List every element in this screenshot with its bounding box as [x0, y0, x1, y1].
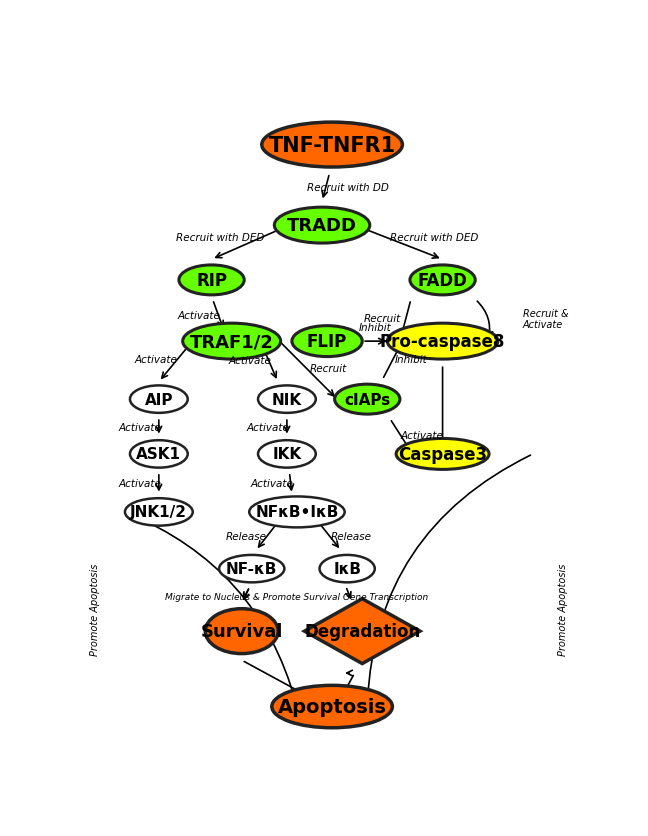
- Text: Recruit with DD: Recruit with DD: [308, 183, 389, 193]
- Text: Apoptosis: Apoptosis: [277, 697, 387, 716]
- Text: Caspase3: Caspase3: [398, 446, 487, 463]
- Text: Release: Release: [331, 531, 372, 541]
- Text: Inhibit: Inhibit: [395, 354, 428, 364]
- Text: Activate: Activate: [178, 311, 221, 321]
- Ellipse shape: [319, 555, 375, 583]
- Text: Promote Apoptosis: Promote Apoptosis: [558, 563, 568, 655]
- Text: Activate: Activate: [229, 355, 272, 365]
- Text: Activate: Activate: [119, 479, 161, 489]
- Text: Recruit: Recruit: [310, 364, 347, 374]
- Ellipse shape: [334, 385, 400, 415]
- Text: TRADD: TRADD: [287, 217, 357, 235]
- Ellipse shape: [274, 208, 370, 244]
- Text: IKK: IKK: [272, 447, 301, 461]
- Text: TRAF1/2: TRAF1/2: [190, 333, 273, 351]
- Text: Promote Apoptosis: Promote Apoptosis: [90, 563, 100, 655]
- Ellipse shape: [388, 324, 498, 359]
- Polygon shape: [305, 599, 420, 664]
- Ellipse shape: [130, 386, 188, 413]
- Text: NFκB•IκB: NFκB•IκB: [255, 505, 339, 520]
- Text: Migrate to Nucleus & Promote Survival Gene Transcription: Migrate to Nucleus & Promote Survival Ge…: [165, 593, 428, 602]
- Text: JNK1/2: JNK1/2: [130, 505, 187, 520]
- Text: Activate: Activate: [119, 422, 161, 432]
- Ellipse shape: [410, 266, 475, 295]
- Text: ASK1: ASK1: [136, 447, 181, 461]
- Text: Activate: Activate: [401, 431, 444, 441]
- Text: IκB: IκB: [333, 562, 361, 577]
- Ellipse shape: [292, 326, 362, 357]
- Ellipse shape: [262, 123, 402, 168]
- Text: Activate: Activate: [134, 355, 177, 365]
- Text: NIK: NIK: [272, 392, 302, 407]
- Ellipse shape: [249, 497, 345, 528]
- Text: NF-κB: NF-κB: [226, 562, 277, 577]
- Text: FLIP: FLIP: [307, 333, 347, 351]
- Text: FADD: FADD: [418, 272, 467, 289]
- Text: Pro-caspase8: Pro-caspase8: [380, 333, 505, 351]
- Ellipse shape: [272, 686, 393, 728]
- Text: Activate: Activate: [250, 479, 293, 489]
- Text: Degradation: Degradation: [304, 622, 421, 640]
- Text: Survival: Survival: [200, 622, 283, 640]
- Ellipse shape: [258, 386, 316, 413]
- Text: RIP: RIP: [196, 272, 227, 289]
- Text: AIP: AIP: [145, 392, 173, 407]
- Text: Recruit with DED: Recruit with DED: [389, 232, 478, 242]
- Ellipse shape: [258, 441, 316, 468]
- Text: TNF-TNFR1: TNF-TNFR1: [268, 135, 396, 155]
- Text: Inhibit: Inhibit: [359, 323, 392, 333]
- Ellipse shape: [179, 266, 244, 295]
- Ellipse shape: [219, 555, 284, 583]
- Ellipse shape: [183, 324, 281, 359]
- Ellipse shape: [396, 439, 489, 470]
- Text: Recruit &
Activate: Recruit & Activate: [523, 308, 568, 330]
- Ellipse shape: [130, 441, 188, 468]
- Text: cIAPs: cIAPs: [344, 392, 390, 407]
- Text: Recruit: Recruit: [364, 314, 402, 324]
- Text: Activate: Activate: [246, 422, 289, 432]
- Text: Release: Release: [226, 531, 267, 541]
- Ellipse shape: [205, 609, 278, 654]
- Text: Recruit with DED: Recruit with DED: [176, 232, 264, 242]
- Ellipse shape: [125, 498, 192, 526]
